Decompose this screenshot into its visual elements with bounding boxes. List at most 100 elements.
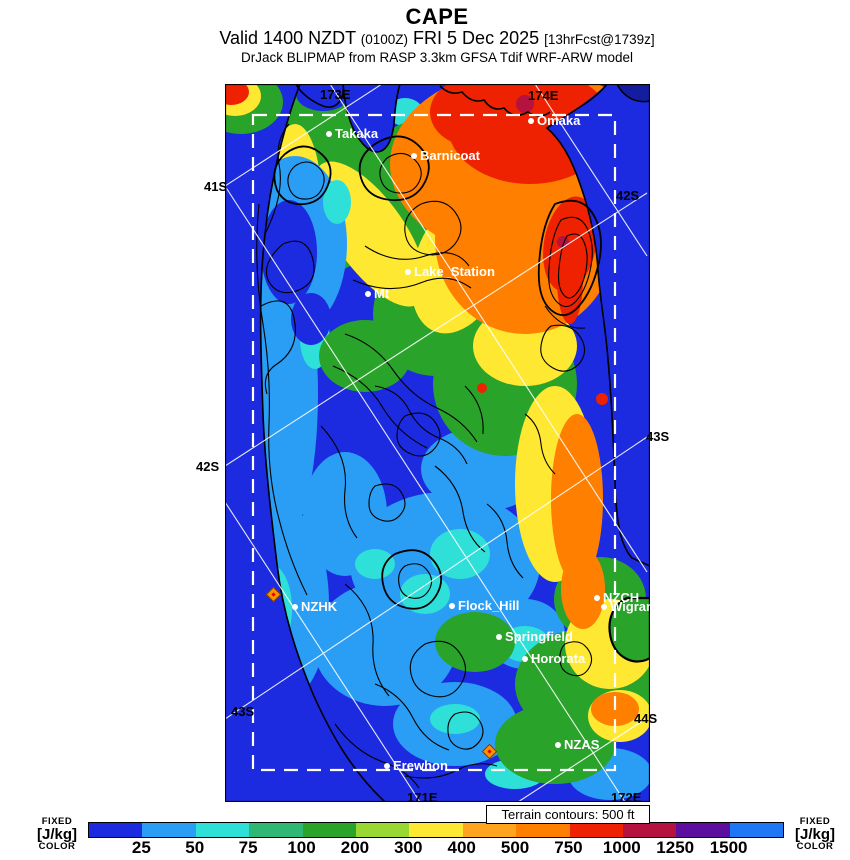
geo-label: 172E [611, 790, 642, 805]
colorbar-tick: 25 [131, 838, 151, 857]
site-marker: NZCH [594, 590, 639, 605]
site-label: Takaka [335, 126, 379, 141]
valid-zulu: (0100Z) [360, 32, 409, 47]
colorbar-tick: 400 [447, 838, 476, 857]
site-marker: Erewhon [384, 758, 448, 773]
corner-high-cape [225, 84, 283, 134]
site-dot [528, 118, 534, 124]
inner-domain-dashes [251, 113, 617, 772]
geo-label: 173E [320, 87, 351, 102]
geo-label: 42S [616, 188, 640, 203]
colorbar-tick: 75 [238, 838, 258, 857]
site-label: Omaka [537, 113, 581, 128]
colorbar-segment [89, 823, 143, 837]
colorbar-tick: 750 [554, 838, 583, 857]
sea-east [547, 84, 650, 566]
site-dot [449, 603, 455, 609]
colorbar-tick: 100 [287, 838, 316, 857]
valid-date: FRI 5 Dec 2025 [408, 28, 545, 48]
site-marker: NZHK [292, 599, 337, 614]
color-label: COLOR [796, 840, 834, 852]
geo-label: 174E [528, 88, 559, 103]
site-marker: Lake_Station [405, 264, 495, 279]
site-label: NZCH [603, 590, 640, 605]
colorbar-segment [729, 823, 784, 837]
colorbar-tick: 500 [500, 838, 530, 857]
colorbar-segment [195, 823, 250, 837]
site-marker: Takaka [326, 126, 378, 141]
site-dot [292, 604, 298, 610]
units-label: [J/kg] [36, 825, 77, 843]
colorbar-segment [516, 823, 570, 837]
site-dot [384, 763, 390, 769]
color-label: COLOR [38, 840, 76, 852]
colorbar-segment [355, 823, 410, 837]
site-dot [405, 269, 411, 275]
site-marker: Flock_Hill [449, 598, 519, 613]
geo-label: 44S [634, 711, 658, 726]
colorbar-units-right: FIXED [J/kg] COLOR [780, 817, 850, 852]
site-dot [522, 656, 528, 662]
cape-map: Takaka Barnicoat Omaka Lake_Station Mt N… [225, 84, 650, 802]
north-island-sliver [616, 84, 650, 103]
site-label: Barnicoat [420, 148, 480, 163]
site-label: NZAS [564, 737, 600, 752]
sea-west [225, 84, 385, 802]
site-dot [326, 131, 332, 137]
model-line: DrJack BLIPMAP from RASP 3.3km GFSA Tdif… [240, 50, 634, 65]
site-marker: Wigram [601, 599, 650, 614]
site-dot [411, 153, 417, 159]
terrain-contours [256, 123, 602, 789]
colorbar-segment [142, 823, 196, 837]
colorbar-segment [569, 823, 623, 837]
colorbar-units-left: FIXED [J/kg] COLOR [22, 817, 92, 852]
colorbar-tick: 1000 [602, 838, 641, 857]
site-dot [601, 604, 607, 610]
geo-label: 43S [646, 429, 670, 444]
site-marker: Omaka [528, 113, 580, 128]
site-dot [594, 595, 600, 601]
site-label: Flock_Hill [458, 598, 520, 613]
colorbar-tick: 50 [185, 838, 205, 857]
site-label: NZHK [301, 599, 338, 614]
site-marker: Hororata [522, 651, 585, 666]
cape-map-graphic [225, 84, 650, 802]
valid-time-line: Valid 1400 NZDT (0100Z) FRI 5 Dec 2025 [… [12, 28, 850, 49]
colorbar-segment [622, 823, 677, 837]
site-dot [365, 291, 371, 297]
colorbar-segment [249, 823, 303, 837]
valid-prefix: Valid 1400 NZDT [219, 28, 361, 48]
geo-label: 41S [204, 179, 228, 194]
map-border [225, 84, 650, 802]
geo-label: 43S [231, 704, 255, 719]
site-label: Lake_Station [414, 264, 495, 279]
site-dot [555, 742, 561, 748]
terrain-note: Terrain contours: 500 ft [486, 805, 650, 824]
colorbar-segment [462, 823, 517, 837]
colorbar-segment [409, 823, 463, 837]
site-label: Hororata [531, 651, 586, 666]
graticule [225, 84, 648, 802]
geo-label: 42S [196, 459, 220, 474]
colorbar-tick: 1500 [709, 838, 748, 857]
site-marker: NZAS [555, 737, 599, 752]
colorbar-segments [88, 822, 784, 838]
colorbar-segment [302, 823, 356, 837]
page-title: CAPE [405, 4, 469, 29]
geo-label: 171E [407, 790, 438, 805]
fixed-label: FIXED [799, 816, 831, 827]
colorbar-tick: 200 [340, 838, 370, 857]
colorbar-segment [676, 823, 730, 837]
colorbar-tick: 300 [394, 838, 423, 857]
colorbar-tick: 1250 [656, 838, 695, 857]
site-label: Mt [374, 286, 390, 301]
site-marker: Mt [365, 286, 389, 301]
site-label: Springfield [505, 629, 573, 644]
colorbar-ticks: 25 50 75 100 200 300 400 500 750 1000 1250 1500 [88, 838, 782, 858]
site-label: Erewhon [393, 758, 448, 773]
site-dot [496, 634, 502, 640]
site-label: Wigram [610, 599, 650, 614]
units-label: [J/kg] [794, 825, 835, 843]
site-marker: Springfield [496, 629, 573, 644]
